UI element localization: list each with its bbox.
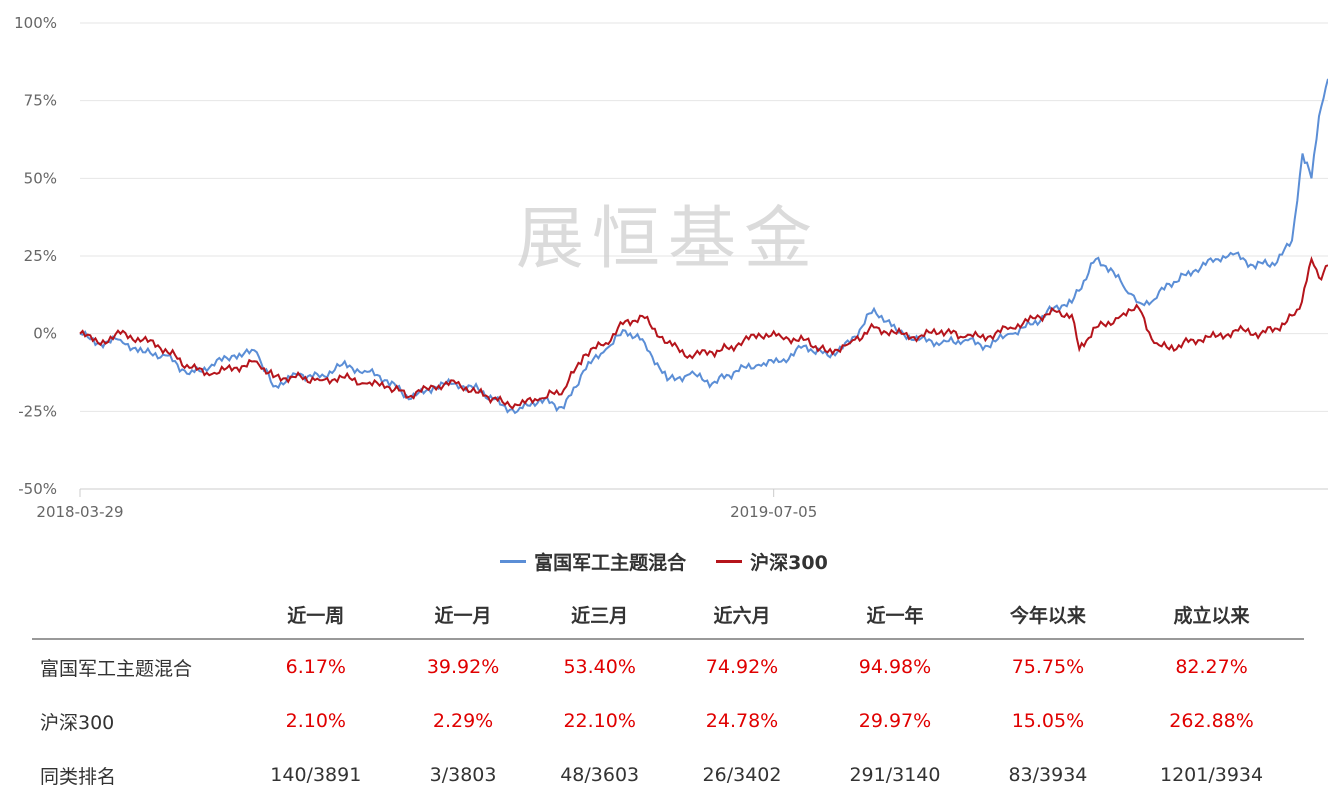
legend: 富国军工主题混合 沪深300 xyxy=(0,548,1328,575)
legend-label-index: 沪深300 xyxy=(750,552,828,574)
performance-chart: 100%75%50%25%0%-25%-50% 展恒基金 2018-03-29 2… xyxy=(14,14,1328,521)
x-tick-label: 2018-03-29 xyxy=(36,503,123,521)
table-cell: 53.40% xyxy=(563,656,636,678)
header-cell: 近一年 xyxy=(813,590,977,640)
legend-item-fund[interactable]: 富国军工主题混合 xyxy=(500,548,686,575)
table-cell: 6.17% xyxy=(285,656,346,678)
table-row: 沪深300 2.10% 2.29% 22.10% 24.78% 29.97% 1… xyxy=(32,694,1304,748)
header-cell: 近六月 xyxy=(670,590,814,640)
table-cell: 75.75% xyxy=(1011,656,1085,678)
y-tick-label: 75% xyxy=(24,92,57,110)
legend-swatch-index xyxy=(716,560,743,563)
table-cell: 82.27% xyxy=(1175,656,1248,678)
series-line-1 xyxy=(79,256,1328,410)
table-cell: 1201/3934 xyxy=(1159,764,1264,786)
table-cell: 291/3140 xyxy=(849,764,941,786)
y-tick-label: 0% xyxy=(33,325,57,343)
row-label: 沪深300 xyxy=(40,711,115,734)
legend-item-index[interactable]: 沪深300 xyxy=(716,548,828,575)
table-cell: 29.97% xyxy=(858,710,932,732)
table-cell: 83/3934 xyxy=(1008,764,1088,786)
header-cell: 近三月 xyxy=(528,590,671,640)
performance-table: 近一周 近一月 近三月 近六月 近一年 今年以来 成立以来 富国军工主题混合 6… xyxy=(32,590,1304,802)
row-label: 同类排名 xyxy=(40,765,117,788)
table-cell: 48/3603 xyxy=(560,764,640,786)
header-cell: 近一月 xyxy=(397,590,529,640)
table-cell: 39.92% xyxy=(426,656,500,678)
header-cell: 近一周 xyxy=(234,590,398,640)
chart-grid xyxy=(80,22,1328,490)
x-axis: 2018-03-29 2019-07-05 xyxy=(36,489,817,521)
y-tick-label: 25% xyxy=(24,247,57,265)
y-tick-label: -50% xyxy=(18,480,57,498)
y-tick-label: 50% xyxy=(24,169,57,187)
header-cell: 成立以来 xyxy=(1119,590,1304,640)
series-lines xyxy=(79,78,1328,415)
y-tick-label: -25% xyxy=(18,402,57,420)
table-cell: 2.10% xyxy=(285,710,346,732)
table-cell: 140/3891 xyxy=(270,764,362,786)
table-cell: 94.98% xyxy=(858,656,932,678)
x-tick-label: 2019-07-05 xyxy=(730,503,817,521)
watermark: 展恒基金 xyxy=(516,200,820,279)
table-cell: 3/3803 xyxy=(429,764,497,786)
table-cell: 24.78% xyxy=(705,710,779,732)
row-label: 富国军工主题混合 xyxy=(40,657,193,680)
table-cell: 262.88% xyxy=(1169,710,1254,732)
y-axis-ticks: 100% 75% 50% 25% 0% -25% -50% xyxy=(14,14,57,498)
table-row: 富国军工主题混合 6.17% 39.92% 53.40% 74.92% 94.9… xyxy=(32,639,1304,694)
table-cell: 2.29% xyxy=(432,710,494,732)
table-cell: 22.10% xyxy=(563,710,636,732)
header-cell: 今年以来 xyxy=(976,590,1120,640)
table-row: 同类排名 140/3891 3/3803 48/3603 26/3402 291… xyxy=(32,748,1304,802)
legend-swatch-fund xyxy=(500,560,527,563)
table-cell: 26/3402 xyxy=(702,764,782,786)
series-line-0 xyxy=(79,78,1328,415)
table-cell: 74.92% xyxy=(705,656,779,678)
header-cell xyxy=(32,590,234,640)
y-tick-label: 100% xyxy=(14,14,57,32)
table-header-row: 近一周 近一月 近三月 近六月 近一年 今年以来 成立以来 xyxy=(32,590,1304,640)
table-cell: 15.05% xyxy=(1011,710,1085,732)
legend-label-fund: 富国军工主题混合 xyxy=(534,552,687,574)
